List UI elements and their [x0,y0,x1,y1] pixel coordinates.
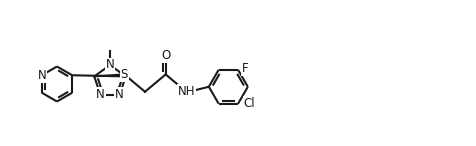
Text: N: N [115,88,124,101]
Text: S: S [120,68,128,81]
Text: O: O [161,49,170,62]
Text: NH: NH [178,85,195,98]
Text: N: N [38,69,46,82]
Text: F: F [242,62,249,75]
Text: Cl: Cl [244,97,255,110]
Text: N: N [106,59,114,72]
Text: N: N [96,88,105,101]
